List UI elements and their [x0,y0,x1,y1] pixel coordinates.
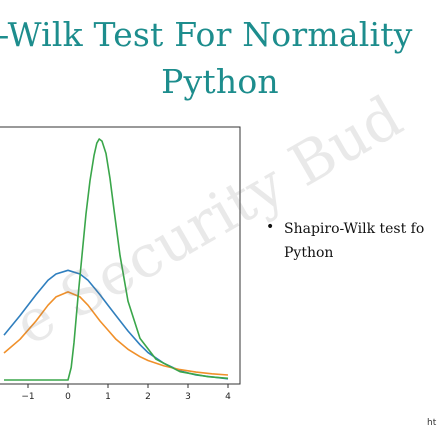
series-line-3 [4,138,229,381]
x-tick-label: −1 [21,392,34,402]
x-tick-label: 4 [225,392,231,402]
series-line-2 [3,291,229,376]
x-tick-label: 3 [185,392,191,402]
x-axis-ticks: −1 0 1 2 3 4 [21,384,231,402]
series-line-1 [3,269,229,380]
bullet-text-line1: Shapiro-Wilk test fo [284,221,425,237]
footer-url-fragment: ht [427,418,437,428]
x-tick-label: 1 [105,392,111,402]
plot-axes-box [0,126,241,385]
x-tick-label: 2 [145,392,151,402]
slide-title-line1: o-Wilk Test For Normality [0,15,413,54]
bullet-icon: • [266,219,275,235]
plot-series-group [3,138,229,381]
x-tick-label: 0 [65,392,71,402]
bullet-text-line2: Python [284,245,334,261]
plot-frame [0,126,241,385]
slide-title-line2: Python [161,62,279,101]
bullet-item: Shapiro-Wilk test fo Python [284,217,440,265]
